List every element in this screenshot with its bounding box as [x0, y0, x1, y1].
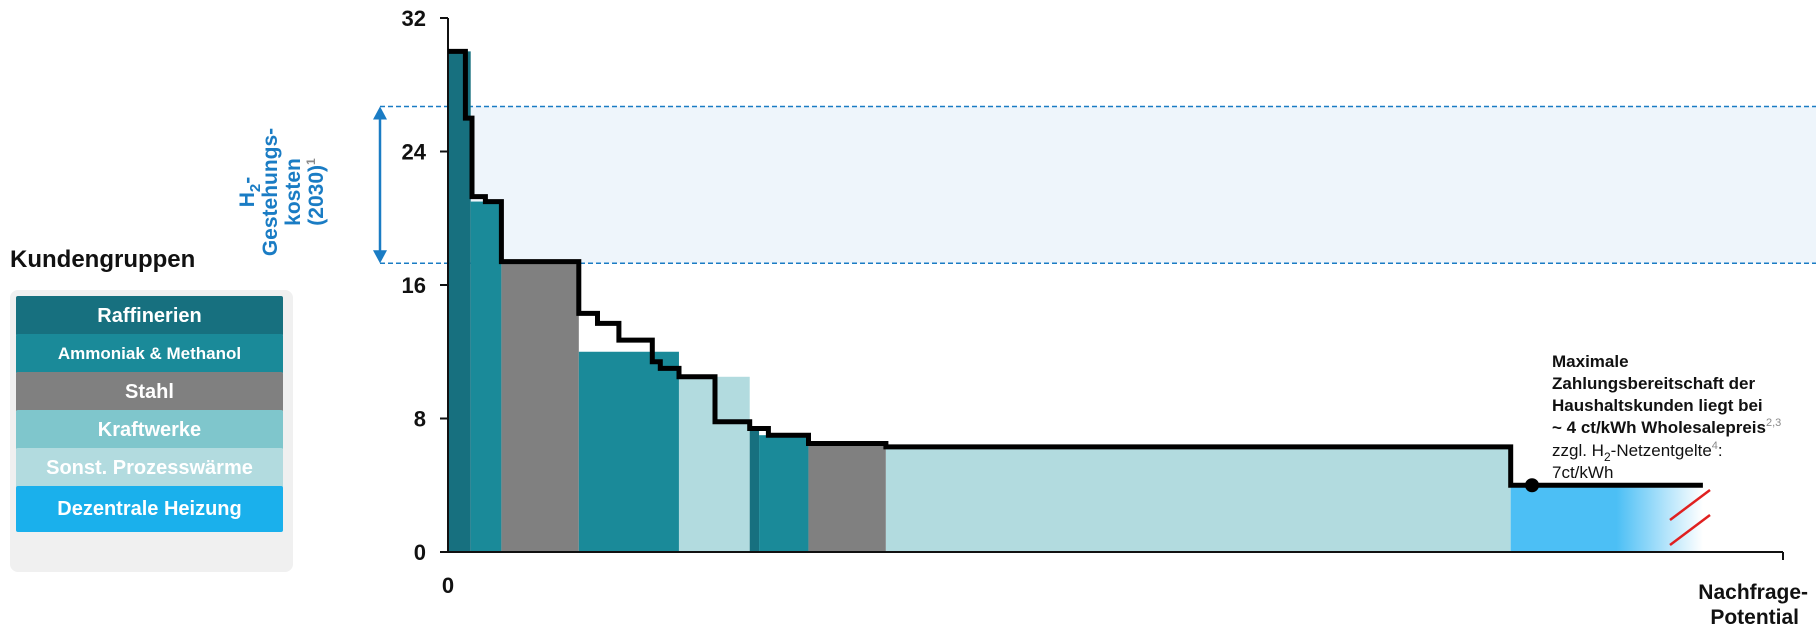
household-marker-point: [1525, 478, 1540, 493]
legend-item-ammoniak-methanol: Ammoniak & Methanol: [16, 334, 283, 374]
x-axis-label-line1: Nachfrage-: [1698, 581, 1808, 604]
cost-band-area: [448, 106, 1816, 264]
bar-segment-3: [578, 351, 679, 552]
annotation-line2: Zahlungsbereitschaft der: [1552, 374, 1755, 393]
bar-segment-7: [808, 443, 886, 552]
x-origin-label: 0: [442, 573, 454, 598]
y-tick-label-24: 24: [402, 140, 427, 165]
legend-item-dezentrale-heizung: Dezentrale Heizung: [16, 486, 283, 532]
svg-text:(2030)1: (2030)1: [304, 158, 328, 226]
bar-segment-6: [759, 435, 809, 552]
x-axis-label-line2: Potential: [1710, 606, 1799, 629]
annotation-line3: Haushaltskunden liegt bei: [1552, 396, 1763, 415]
legend: Raffinerien Ammoniak & Methanol Stahl Kr…: [10, 290, 293, 572]
band-label-line2: Gestehungs-: [259, 128, 282, 256]
bar-segment-0: [448, 51, 471, 552]
legend-item-kraftwerke: Kraftwerke: [16, 410, 283, 450]
y-tick-label-0: 0: [414, 540, 426, 565]
willingness-to-pay-annotation: Maximale Zahlungsbereitschaft der Hausha…: [1552, 352, 1781, 482]
y-tick-label-32: 32: [402, 6, 426, 31]
willingness-to-pay-curve: [448, 48, 1703, 488]
annotation-line1: Maximale: [1552, 352, 1629, 371]
bar-segment-8: [885, 446, 1511, 552]
y-tick-label-16: 16: [402, 273, 426, 298]
bar-segment-5: [749, 426, 760, 552]
bar-segment-1: [470, 201, 502, 552]
legend-title: Kundengruppen: [10, 246, 196, 273]
legend-item-raffinerien: Raffinerien: [16, 296, 283, 336]
y-tick-label-8: 8: [414, 407, 426, 432]
annotation-line4: ~ 4 ct/kWh Wholesalepreis: [1552, 418, 1766, 437]
band-label-h2: H: [236, 192, 259, 207]
cost-band-arrow-bottom: [373, 250, 387, 264]
bar-segment-2: [501, 261, 579, 552]
cost-band-label: H2- Gestehungs- kosten (2030)1: [236, 128, 328, 256]
svg-text:~ 4 ct/kWh Wholesalepreis2,3: ~ 4 ct/kWh Wholesalepreis2,3: [1552, 417, 1781, 437]
svg-text:zzgl. H2-Netzentgelte4:: zzgl. H2-Netzentgelte4:: [1552, 440, 1723, 464]
legend-item-stahl: Stahl: [16, 372, 283, 412]
axis-break-mark: [1669, 489, 1711, 546]
band-label-line4: (2030): [305, 165, 328, 226]
annotation-line6: 7ct/kWh: [1552, 463, 1613, 482]
legend-item-sonst-prozesswaerme: Sonst. Prozesswärme: [16, 448, 283, 488]
band-label-line3: kosten: [282, 158, 305, 226]
cost-band-arrow-top: [373, 106, 387, 120]
svg-text:H2-: H2-: [236, 177, 264, 208]
annotation-line5: zzgl. H: [1552, 441, 1604, 460]
